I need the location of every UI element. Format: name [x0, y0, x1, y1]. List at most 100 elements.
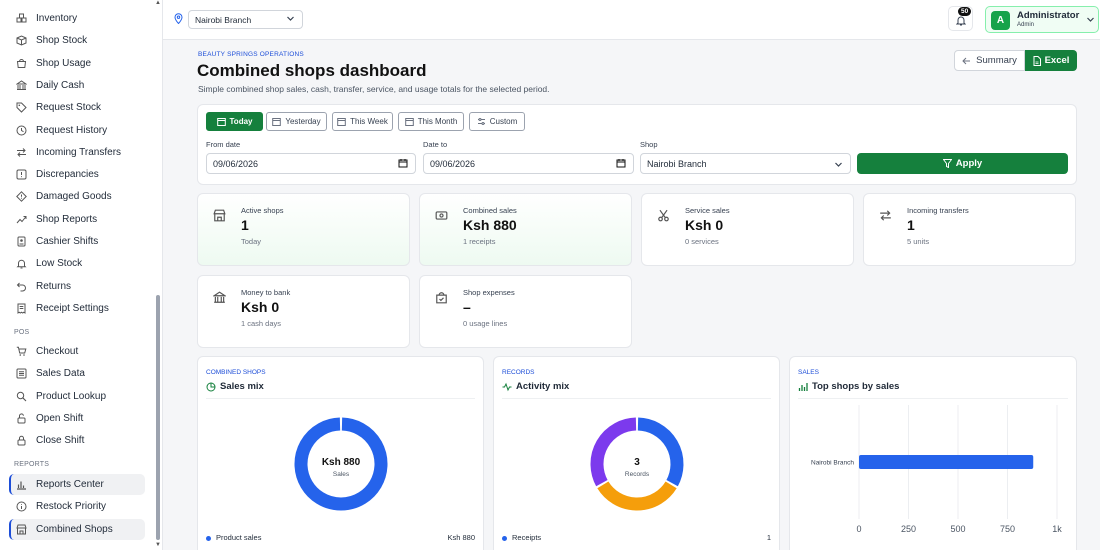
sidebar-item-label: Damaged Goods [36, 191, 112, 203]
activity-mix-legend: Receipts 1 [502, 533, 771, 542]
sidebar-item-request-history[interactable]: Request History [9, 120, 145, 141]
page-eyebrow: BEAUTY SPRINGS OPERATIONS [198, 51, 304, 58]
sidebar-item-open-shift[interactable]: Open Shift [9, 408, 145, 429]
sidebar-item-checkout[interactable]: Checkout [9, 341, 145, 362]
stat-value: Ksh 0 [685, 217, 724, 233]
legend-label: Receipts [512, 533, 542, 542]
apply-button[interactable]: Apply [857, 153, 1068, 174]
top-shops-eyebrow: SALES [798, 369, 819, 376]
bag-icon [16, 58, 27, 69]
user-menu[interactable]: A Administrator Admin [985, 6, 1099, 33]
y-tick-label: Nairobi Branch [811, 460, 854, 467]
stat-value: Ksh 0 [241, 299, 280, 315]
sidebar-item-label: Reports Center [36, 479, 104, 490]
range-this-week-button[interactable]: This Week [332, 112, 393, 131]
sidebar-item-shop-usage[interactable]: Shop Usage [9, 53, 145, 74]
file-icon [1033, 55, 1041, 66]
transfer-icon [879, 209, 892, 222]
shop-select[interactable]: Nairobi Branch [640, 153, 851, 174]
sidebar-item-incoming-transfers[interactable]: Incoming Transfers [9, 142, 145, 163]
stat-label: Shop expenses [463, 288, 515, 297]
branch-select[interactable]: Nairobi Branch [188, 10, 303, 29]
tag-icon [16, 102, 27, 113]
from-date-input[interactable]: 09/06/2026 [206, 153, 416, 174]
range-today-button[interactable]: Today [206, 112, 263, 131]
to-date-input[interactable]: 09/06/2026 [423, 153, 634, 174]
scrollbar-thumb[interactable] [156, 295, 160, 540]
sidebar-item-restock-priority[interactable]: Restock Priority [9, 496, 145, 517]
top-shops-bar-chart: 0 250 500 750 1k Nairobi Branch [811, 405, 1062, 534]
activity-mix-title-text: Activity mix [516, 381, 570, 392]
notifications-button[interactable] [948, 6, 973, 31]
bar[interactable] [859, 455, 1034, 469]
calendar-icon[interactable] [616, 158, 626, 168]
location-pin-icon [174, 13, 183, 24]
diamond-alert-icon [16, 191, 27, 203]
sidebar-item-combined-shops[interactable]: Combined Shops [9, 518, 145, 540]
scroll-up-icon[interactable]: ▲ [155, 0, 161, 6]
store-icon [16, 524, 27, 535]
scissors-icon [657, 209, 670, 222]
sidebar-item-shop-reports[interactable]: Shop Reports [9, 209, 145, 230]
donut-slice[interactable] [294, 417, 388, 511]
range-custom-button[interactable]: Custom [469, 112, 525, 131]
range-this-month-button[interactable]: This Month [398, 112, 464, 131]
sidebar-item-close-shift[interactable]: Close Shift [9, 430, 145, 451]
sidebar-item-label: Returns [36, 280, 72, 292]
stat-value: 1 [241, 217, 249, 233]
sidebar-item-reports-center[interactable]: Reports Center [9, 474, 145, 495]
avatar: A [991, 11, 1010, 30]
sidebar-item-low-stock[interactable]: Low Stock [9, 253, 145, 274]
sidebar-item-label: Restock Priority [36, 501, 107, 513]
top-shops-card: SALES Top shops by sales 0 250 500 750 1k Nai… [789, 356, 1077, 550]
range-button-label: This Week [350, 117, 388, 126]
top-shops-title-text: Top shops by sales [812, 381, 900, 392]
sidebar-item-daily-cash[interactable]: Daily Cash [9, 75, 145, 96]
activity-mix-donut: 3 Records [590, 417, 684, 511]
sidebar-item-label: Checkout [36, 346, 79, 357]
sales-mix-card: COMBINED SHOPS Sales mix Ksh 880 Sales Pr… [197, 356, 484, 550]
sidebar-item-receipt-settings[interactable]: Receipt Settings [9, 298, 145, 319]
sidebar-item-discrepancies[interactable]: Discrepancies [9, 164, 145, 185]
trend-icon [16, 214, 27, 225]
sidebar-item-label: Discrepancies [36, 169, 99, 181]
donut-slice[interactable] [637, 417, 684, 487]
apply-button-label: Apply [955, 158, 983, 169]
stat-card-combined-sales: Combined sales Ksh 880 1 receipts [419, 193, 632, 266]
return-icon [16, 281, 27, 292]
sidebar-item-returns[interactable]: Returns [9, 276, 145, 297]
excel-export-button[interactable]: Excel [1025, 50, 1077, 71]
sidebar-item-sales-data[interactable]: Sales Data [9, 363, 145, 384]
bar-chart-icon [16, 479, 27, 490]
scroll-down-icon[interactable]: ▼ [155, 542, 161, 548]
sidebar-item-shop-stock[interactable]: Shop Stock [9, 30, 145, 51]
list-icon [16, 368, 27, 379]
sidebar-item-cashier-shifts[interactable]: Cashier Shifts [9, 231, 145, 252]
chevron-down-icon [286, 14, 295, 23]
sidebar-item-product-lookup[interactable]: Product Lookup [9, 386, 145, 407]
shop-select-value: Nairobi Branch [647, 158, 707, 169]
page-subtitle: Simple combined shop sales, cash, transf… [198, 84, 550, 94]
user-name: Administrator [1017, 10, 1080, 21]
sidebar-item-inventory[interactable]: Inventory [9, 8, 145, 29]
summary-button[interactable]: Summary [954, 50, 1025, 71]
stat-subtext: 1 cash days [241, 319, 282, 328]
stat-card-shop-expenses: Shop expenses – 0 usage lines [419, 275, 632, 348]
divider [502, 398, 771, 399]
range-yesterday-button[interactable]: Yesterday [266, 112, 327, 131]
calendar-check-icon [216, 117, 226, 126]
stat-subtext: Today [241, 237, 262, 246]
stat-subtext: 5 units [907, 237, 930, 246]
sidebar-item-request-stock[interactable]: Request Stock [9, 97, 145, 118]
sidebar-heading-pos: POS [14, 329, 30, 336]
clock-icon [16, 125, 27, 136]
stat-label: Money to bank [241, 288, 291, 297]
topbar: Nairobi Branch 50 A Administrator Admin [163, 0, 1100, 40]
calendar-icon[interactable] [398, 158, 408, 168]
donut-center-label: Records [625, 471, 650, 478]
legend-value: 1 [766, 533, 771, 542]
sidebar-scrollbar[interactable]: ▲ ▼ [154, 0, 162, 550]
donut-slice[interactable] [597, 481, 677, 511]
sidebar-item-damaged-goods[interactable]: Damaged Goods [9, 186, 145, 207]
donut-slice[interactable] [590, 417, 637, 487]
